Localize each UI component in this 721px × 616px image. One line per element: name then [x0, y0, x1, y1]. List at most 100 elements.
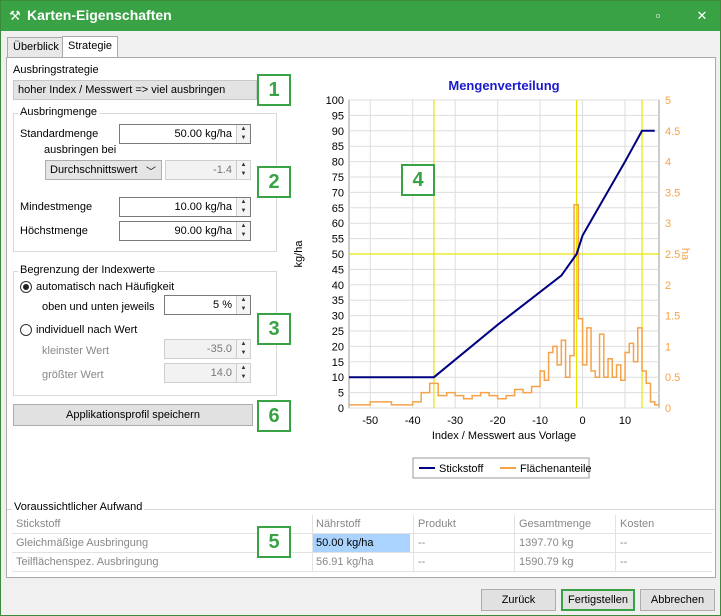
header-nutrient: Nährstoff: [316, 518, 361, 530]
table-row[interactable]: Gleichmäßige Ausbringung 50.00 kg/ha -- …: [12, 534, 712, 553]
y-tick-label-left: 40: [332, 280, 344, 292]
chevron-down-icon: ﹀: [146, 167, 156, 178]
standard-amount-stepper[interactable]: 50.00 kg/ha ▲ ▼: [119, 124, 251, 144]
y-tick-label-left: 80: [332, 157, 344, 169]
row-costs: --: [620, 537, 628, 549]
stepper-arrows[interactable]: ▲ ▼: [236, 222, 250, 240]
stepper-arrows[interactable]: ▲ ▼: [236, 125, 250, 143]
largest-label: größter Wert: [42, 369, 104, 381]
y-tick-label-left: 75: [332, 172, 344, 184]
apply-at-selected: Durchschnittswert: [50, 164, 138, 176]
series-area-share: [349, 203, 659, 406]
distribution-chart: 0510152025303540455055606570758085909510…: [293, 78, 690, 479]
y-tick-label-left: 100: [326, 95, 344, 107]
table-row[interactable]: Teilflächenspez. Ausbringung 56.91 kg/ha…: [12, 553, 712, 572]
apply-at-dropdown[interactable]: Durchschnittswert ﹀: [45, 160, 162, 180]
y-tick-label-right: 0: [665, 403, 671, 415]
x-tick-label: -20: [490, 415, 506, 427]
y-tick-label-right: 1: [665, 341, 671, 353]
strategy-label: Ausbringstrategie: [13, 64, 99, 76]
manual-label: individuell nach Wert: [36, 324, 138, 336]
y-tick-label-left: 45: [332, 264, 344, 276]
minimize-button[interactable]: ▫: [655, 8, 661, 23]
x-tick-label: 0: [579, 415, 585, 427]
chart-title: Mengenverteilung: [448, 78, 559, 93]
max-amount-stepper[interactable]: 90.00 kg/ha ▲ ▼: [119, 221, 251, 241]
y-tick-label-left: 0: [338, 403, 344, 415]
auto-percent-value: 5 %: [213, 299, 232, 311]
column-divider: [615, 515, 616, 572]
smallest-value: -35.0: [206, 343, 232, 355]
apply-at-label: ausbringen bei: [44, 144, 117, 156]
y-tick-label-left: 50: [332, 249, 344, 261]
largest-value: 14.0: [210, 367, 232, 379]
stepper-arrows[interactable]: ▲ ▼: [236, 198, 250, 216]
y-tick-label-left: 60: [332, 218, 344, 230]
row-total: 1397.70 kg: [519, 537, 574, 549]
y-tick-label-left: 95: [332, 110, 344, 122]
auto-label: automatisch nach Häufigkeit: [36, 281, 175, 293]
y-tick-label-left: 35: [332, 295, 344, 307]
badge-2: 2: [257, 166, 291, 198]
smallest-label: kleinster Wert: [42, 345, 110, 357]
limits-group-label: Begrenzung der Indexwerte: [18, 264, 158, 276]
x-tick-label: 10: [619, 415, 631, 427]
header-product: Produkt: [418, 518, 456, 530]
badge-6: 6: [257, 400, 291, 432]
x-tick-label: -10: [532, 415, 548, 427]
x-tick-label: -50: [362, 415, 378, 427]
y-tick-label-left: 25: [332, 326, 344, 338]
y-tick-label-left: 90: [332, 126, 344, 138]
amount-group-label: Ausbringmenge: [18, 106, 100, 118]
badge-5: 5: [257, 526, 291, 558]
selected-cell-highlight: [312, 534, 410, 552]
y-tick-label-right: 2: [665, 280, 671, 292]
auto-radio[interactable]: [20, 281, 32, 293]
y-tick-label-left: 5: [338, 388, 344, 400]
title-bar: ⚒ Karten-Eigenschaften ▫ ✕: [1, 1, 720, 31]
row-product: --: [418, 556, 426, 568]
y-tick-label-left: 55: [332, 234, 344, 246]
stepper-arrows[interactable]: ▲ ▼: [236, 296, 250, 314]
row-product: --: [418, 537, 426, 549]
row-nutrient[interactable]: 50.00 kg/ha: [316, 537, 374, 549]
auto-percent-stepper[interactable]: 5 % ▲ ▼: [164, 295, 251, 315]
largest-stepper: 14.0 ▲ ▼: [164, 363, 251, 383]
y-tick-label-left: 20: [332, 341, 344, 353]
finish-button[interactable]: Fertigstellen: [561, 589, 635, 611]
min-amount-value: 10.00 kg/ha: [174, 201, 233, 213]
y-tick-label-right: 2.5: [665, 249, 680, 261]
x-tick-label: -40: [405, 415, 421, 427]
close-button[interactable]: ✕: [696, 8, 708, 23]
strategy-value: hoher Index / Messwert => viel ausbringe…: [13, 80, 257, 100]
manual-radio[interactable]: [20, 324, 32, 336]
row-total: 1590.79 kg: [519, 556, 574, 568]
y-tick-label-left: 65: [332, 203, 344, 215]
stepper-arrows: ▲ ▼: [236, 161, 250, 179]
y-tick-label-left: 10: [332, 372, 344, 384]
table-header-row: Stickstoff Nährstoff Produkt Gesamtmenge…: [12, 515, 712, 534]
y-axis-label-right: ha: [679, 248, 690, 261]
stepper-arrows: ▲ ▼: [236, 364, 250, 382]
save-profile-button[interactable]: Applikationsprofil speichern: [13, 404, 253, 426]
back-button[interactable]: Zurück: [481, 589, 556, 611]
y-tick-label-left: 85: [332, 141, 344, 153]
tab-strategy[interactable]: Strategie: [62, 36, 119, 58]
y-axis-label-left: kg/ha: [293, 240, 305, 268]
row-label: Teilflächenspez. Ausbringung: [16, 556, 159, 568]
cancel-button[interactable]: Abbrechen: [640, 589, 715, 611]
effort-group-label: Voraussichtlicher Aufwand: [12, 501, 145, 513]
header-total: Gesamtmenge: [519, 518, 592, 530]
column-divider: [514, 515, 515, 572]
min-amount-stepper[interactable]: 10.00 kg/ha ▲ ▼: [119, 197, 251, 217]
max-label: Höchstmenge: [20, 225, 88, 237]
apply-at-value-stepper: -1.4 ▲ ▼: [165, 160, 251, 180]
stepper-arrows: ▲ ▼: [236, 340, 250, 358]
tab-overview[interactable]: Überblick: [7, 37, 65, 58]
standard-amount-value: 50.00 kg/ha: [174, 128, 233, 140]
apply-at-value: -1.4: [213, 164, 232, 176]
smallest-stepper: -35.0 ▲ ▼: [164, 339, 251, 359]
y-tick-label-right: 3.5: [665, 187, 680, 199]
max-amount-value: 90.00 kg/ha: [174, 225, 233, 237]
